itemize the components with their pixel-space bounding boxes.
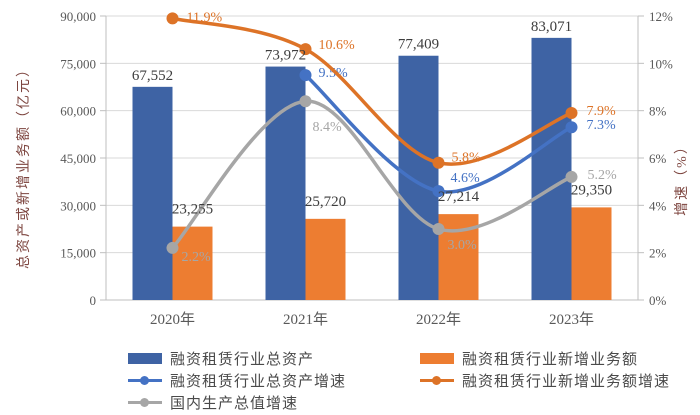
line-series-4 [171, 99, 573, 250]
pct-label-3-1: 10.6% [319, 38, 356, 53]
pct-label-4-3: 5.2% [588, 168, 618, 183]
legend-label: 国内生产总值增速 [170, 395, 299, 412]
bar-1-3 [571, 207, 612, 300]
legend-label: 融资租赁行业总资产增速 [170, 373, 347, 390]
pct-label-3-2: 5.8% [452, 151, 482, 166]
legend-item-new-business-growth: 融资租赁行业新增业务额增速 [420, 369, 670, 391]
data-point-4-1 [299, 95, 312, 108]
pct-label-4-0: 2.2% [182, 250, 212, 265]
pct-label-3-3: 7.9% [587, 104, 617, 119]
data-point-2-1 [299, 69, 312, 82]
bar-label-0-3: 83,071 [531, 19, 572, 35]
right-axis-title: 增速（%） [675, 138, 690, 216]
bar-label-0-0: 67,552 [132, 68, 173, 84]
left-axis-tick-label: 30,000 [60, 198, 96, 213]
data-point-3-1 [299, 43, 312, 56]
category-label-3: 2023年 [549, 311, 594, 328]
legend-item-total-assets-growth: 融资租赁行业总资产增速 [128, 369, 346, 391]
legend-item-new-business: 融资租赁行业新增业务额 [420, 347, 670, 369]
line-swatch-blue-icon [128, 375, 162, 386]
right-axis-tick-label: 2% [649, 246, 667, 261]
legend-label: 融资租赁行业总资产 [170, 351, 315, 368]
right-axis-tick-label: 8% [649, 104, 667, 119]
left-axis-tick-label: 0 [90, 293, 97, 308]
category-label-2: 2022年 [416, 311, 461, 328]
legend-label: 融资租赁行业新增业务额 [462, 351, 639, 368]
data-point-4-2 [432, 223, 445, 235]
data-point-4-0 [166, 241, 179, 254]
data-point-2-3 [565, 121, 578, 134]
pct-label-4-1: 8.4% [313, 120, 343, 135]
bar-label-1-1: 25,720 [305, 194, 346, 210]
left-axis-tick-label: 15,000 [60, 246, 96, 261]
bar-label-0-2: 77,409 [398, 37, 439, 53]
category-label-0: 2020年 [150, 311, 195, 328]
legend-column-left: 融资租赁行业总资产 融资租赁行业总资产增速 国内生产总值增速 [128, 347, 346, 413]
pct-label-3-0: 11.9% [187, 10, 223, 25]
bar-1-1 [305, 218, 346, 300]
data-point-4-3 [565, 170, 578, 183]
bar-label-1-3: 29,350 [571, 182, 612, 198]
data-point-3-2 [432, 156, 445, 169]
data-point-2-2 [432, 185, 445, 198]
pct-label-4-2: 3.0% [448, 238, 478, 253]
left-axis-tick-label: 75,000 [60, 56, 96, 71]
bar-swatch-blue-icon [128, 352, 162, 364]
bar-label-1-0: 23,255 [172, 202, 213, 218]
legend-label: 融资租赁行业新增业务额增速 [462, 373, 671, 390]
left-axis-tick-label: 60,000 [60, 104, 96, 119]
left-axis-tick-label: 90,000 [60, 9, 96, 24]
right-axis-tick-label: 0% [649, 293, 667, 308]
bar-0-0 [132, 86, 173, 301]
right-axis-tick-label: 4% [649, 198, 667, 213]
pct-label-2-2: 4.6% [451, 171, 481, 186]
line-series-3 [172, 16, 573, 166]
data-point-3-0 [166, 12, 179, 25]
legend-column-right: 融资租赁行业新增业务额 融资租赁行业新增业务额增速 [420, 347, 670, 391]
bar-0-1 [265, 66, 306, 301]
line-swatch-gray-icon [128, 397, 162, 408]
bar-label-0-1: 73,972 [265, 48, 306, 64]
category-label-1: 2021年 [283, 311, 328, 328]
line-swatch-orange-icon [420, 375, 454, 386]
right-axis-tick-label: 6% [649, 151, 667, 166]
pct-label-2-3: 7.3% [587, 118, 617, 133]
bar-0-3 [531, 37, 572, 301]
left-axis-title: 总资产或新增业务额（亿元） [17, 61, 32, 269]
right-axis-tick-label: 10% [649, 56, 673, 71]
left-axis-tick-label: 45,000 [60, 151, 96, 166]
bar-swatch-orange-icon [420, 352, 454, 364]
legend-item-total-assets: 融资租赁行业总资产 [128, 347, 346, 369]
data-point-3-3 [565, 107, 578, 120]
right-axis-tick-label: 12% [649, 9, 673, 24]
legend-item-gdp-growth: 国内生产总值增速 [128, 391, 346, 413]
bar-label-1-2: 27,214 [438, 189, 480, 205]
bar-0-2 [398, 55, 439, 301]
